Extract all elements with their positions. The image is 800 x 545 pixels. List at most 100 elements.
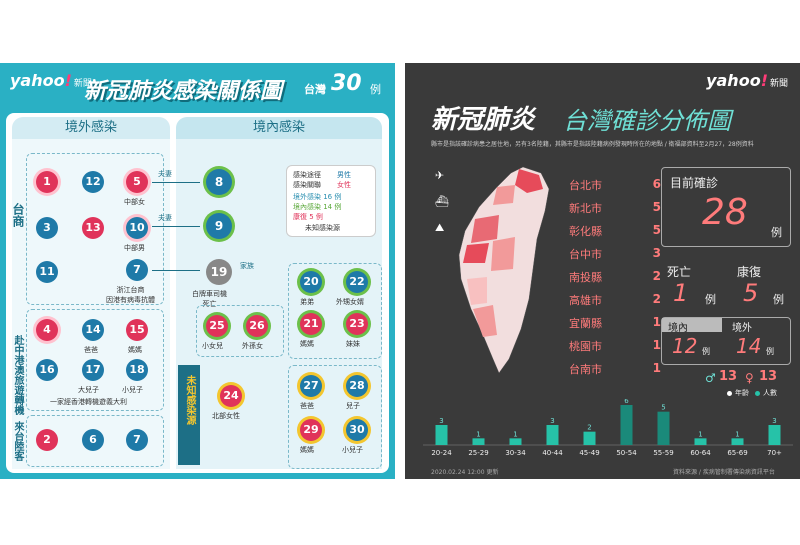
- case-30: 30: [346, 419, 368, 441]
- city-row: 南投縣 2: [569, 269, 661, 287]
- age-tick-label: 25-29: [468, 449, 488, 457]
- case-17: 17: [82, 359, 104, 381]
- age-bar-value: 5: [661, 404, 665, 412]
- case-1: 1: [36, 171, 58, 193]
- legend-people: 人數: [763, 389, 777, 397]
- taiwan-label: 台灣: [304, 83, 326, 96]
- city-row: 台北市 6: [569, 177, 661, 195]
- caption-case-5: 中部女: [124, 198, 145, 206]
- legend-male: 男性: [337, 171, 351, 179]
- date-stamp: 2020.02.24 12:00 更新: [431, 469, 499, 476]
- age-bar-chart: 3 20-24 1 25-29 1 30-34 3 40-44 2 45-49 6 50-54 5 55-…: [423, 399, 793, 457]
- legend-relation: 感染關聯: [293, 181, 321, 189]
- case-8: 8: [206, 169, 232, 195]
- caption-case-26: 外孫女: [242, 342, 263, 350]
- age-tick-label: 40-44: [542, 449, 563, 457]
- age-bar: [435, 425, 448, 445]
- relation-chart-panel: yahoo! 新聞 新冠肺炎感染關係圖 台灣 30 例 境外感染 境內感染 台商 …: [0, 63, 395, 479]
- age-bar-value: 1: [698, 430, 702, 438]
- legend-female: 女性: [337, 181, 351, 189]
- city-value: 3: [652, 246, 661, 260]
- group-visitors-label: 來台陸客: [12, 421, 23, 461]
- city-value: 5: [652, 223, 661, 237]
- legend-unknown: 未知感染源: [305, 224, 340, 232]
- current-confirmed-box: 目前確診 28 例: [661, 167, 791, 247]
- map-changhua: [463, 243, 489, 263]
- group-tour-label: 赴中港澳旅遊轉機: [12, 335, 23, 415]
- city-value: 1: [652, 315, 661, 329]
- case-23: 23: [346, 313, 368, 335]
- relation-couple-2: 夫妻: [158, 214, 172, 222]
- city-row: 彰化縣 5: [569, 223, 661, 241]
- city-value: 6: [652, 177, 661, 191]
- age-bar-value: 1: [735, 430, 739, 438]
- city-value: 2: [652, 269, 661, 283]
- yahoo-logo-right: yahoo! 新聞: [706, 71, 788, 90]
- age-bar: [509, 438, 522, 445]
- city-name: 宜蘭縣: [569, 317, 602, 330]
- case-2: 2: [36, 429, 58, 451]
- legend-people-dot: [755, 391, 760, 396]
- arrow-line-2: [152, 226, 200, 227]
- case-29: 29: [300, 419, 322, 441]
- recovered-value: 5: [743, 279, 759, 307]
- current-label: 目前確診: [670, 176, 719, 190]
- caption-case-24: 北部女性: [212, 412, 240, 420]
- relation-couple-1: 夫妻: [158, 170, 172, 178]
- legend-local: 境內感染 14 例: [293, 203, 342, 211]
- city-row: 宜蘭縣 1: [569, 315, 661, 333]
- recovered-unit: 例: [773, 293, 784, 306]
- age-tick-label: 70+: [767, 449, 782, 457]
- age-bar-value: 3: [439, 417, 443, 425]
- age-bar: [472, 438, 485, 445]
- current-unit: 例: [771, 226, 782, 239]
- source-text: 資料來源 / 疾病管制署傳染病資訊平台: [673, 469, 775, 476]
- map-taipei-newtaipei: [515, 169, 543, 193]
- arrow-line-3: [152, 270, 200, 271]
- caption-case-30: 小兒子: [342, 446, 363, 454]
- city-value: 2: [652, 292, 661, 306]
- age-bar: [694, 438, 707, 445]
- caption-case-20: 弟弟: [300, 298, 314, 306]
- total-unit: 例: [370, 83, 381, 96]
- case-26: 26: [246, 315, 268, 337]
- abroad-label: 境外: [732, 323, 752, 334]
- map-taoyuan: [493, 185, 515, 205]
- section-local-header: 境內感染: [176, 117, 382, 139]
- caption-case-23: 妹妹: [346, 340, 360, 348]
- age-bar: [583, 431, 596, 445]
- recovered-label: 康復: [737, 265, 762, 279]
- age-tick-label: 55-59: [653, 449, 673, 457]
- city-name: 彰化縣: [569, 225, 602, 238]
- city-value: 1: [652, 338, 661, 352]
- female-count: 13: [759, 369, 778, 384]
- relation-family: 家族: [240, 262, 254, 270]
- domestic-header-bg: [662, 318, 722, 332]
- city-name: 台中市: [569, 248, 602, 261]
- caption-case-14: 爸爸: [84, 346, 98, 354]
- unknown-family-box: [288, 365, 382, 469]
- case-7-visitor: 7: [126, 429, 148, 451]
- domestic-label: 境內: [668, 323, 688, 334]
- section-abroad-header: 境外感染: [12, 117, 170, 139]
- male-count: 13: [719, 369, 738, 384]
- case-4: 4: [36, 319, 58, 341]
- age-tick-label: 50-54: [616, 449, 637, 457]
- city-name: 南投縣: [569, 271, 602, 284]
- city-row: 台南市 1: [569, 361, 661, 379]
- age-bar-value: 6: [624, 399, 629, 405]
- caption-tour: 一家經香港轉機遊義大利: [50, 398, 127, 406]
- caption-case-22: 外甥女婿: [336, 298, 364, 306]
- city-name: 高雄市: [569, 294, 602, 307]
- age-bar: [657, 411, 670, 445]
- arrow-line-1: [152, 182, 200, 183]
- legend-age-dot: [727, 391, 732, 396]
- case-14: 14: [82, 319, 104, 341]
- age-tick-label: 60-64: [690, 449, 711, 457]
- map-tainan: [467, 277, 487, 305]
- taishang-group-box: [26, 153, 164, 305]
- case-3: 3: [36, 217, 58, 239]
- case-11: 11: [36, 261, 58, 283]
- case-16: 16: [36, 359, 58, 381]
- city-value: 5: [652, 200, 661, 214]
